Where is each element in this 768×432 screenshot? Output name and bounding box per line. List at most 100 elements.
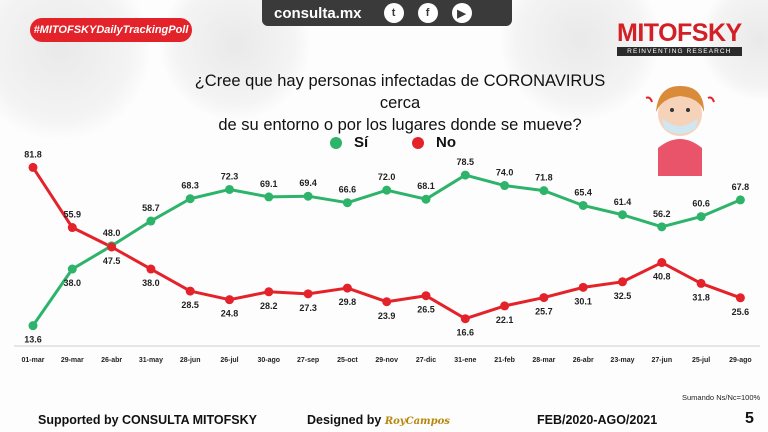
x-tick-label: 23-may: [610, 357, 634, 364]
data-label-si: 78.5: [457, 157, 475, 167]
footer-supported: Supported by CONSULTA MITOFSKY: [38, 413, 257, 427]
data-point-si: [460, 170, 470, 180]
data-point-si: [342, 198, 352, 208]
site-link[interactable]: consulta.mx: [274, 4, 362, 22]
chart-question: ¿Cree que hay personas infectadas de COR…: [180, 70, 620, 136]
data-point-no: [696, 278, 706, 288]
hashtag-badge: #MITOFSKYDailyTrackingPoll: [30, 18, 192, 42]
data-label-si: 72.0: [378, 172, 396, 182]
data-label-no: 28.2: [260, 301, 278, 311]
data-label-no: 55.9: [64, 210, 82, 220]
data-point-si: [500, 181, 510, 191]
data-label-si: 13.6: [24, 335, 42, 345]
legend-si-marker: [330, 136, 342, 149]
facebook-icon[interactable]: f: [417, 3, 438, 23]
top-bar: consulta.mx t f ▶: [262, 0, 512, 26]
data-label-si: 68.3: [181, 181, 199, 191]
designer-signature: RoyCampos: [384, 416, 450, 427]
data-label-si: 58.7: [142, 203, 160, 213]
x-tick-label: 21-feb: [494, 357, 515, 364]
data-label-no: 40.8: [653, 272, 671, 282]
data-point-no: [264, 287, 274, 297]
data-label-si: 48.0: [103, 228, 121, 238]
data-label-no: 16.6: [457, 328, 475, 338]
footer-period: FEB/2020-AGO/2021: [537, 413, 658, 427]
data-point-si: [382, 185, 392, 195]
legend-no: No: [412, 134, 456, 151]
x-tick-label: 25-jul: [692, 357, 710, 364]
data-label-no: 38.0: [142, 278, 160, 288]
data-label-no: 22.1: [496, 315, 514, 325]
data-label-no: 26.5: [417, 305, 435, 315]
data-point-si: [657, 222, 667, 232]
legend-no-marker: [412, 136, 424, 149]
data-label-si: 65.4: [574, 187, 592, 197]
data-point-no: [500, 301, 510, 311]
data-label-si: 66.6: [339, 185, 357, 195]
x-tick-label: 29-nov: [375, 357, 398, 364]
data-point-si: [303, 191, 313, 201]
data-label-no: 30.1: [574, 296, 592, 306]
x-tick-label: 30-ago: [258, 357, 281, 364]
data-label-si: 67.8: [732, 182, 750, 192]
data-label-no: 25.6: [732, 307, 750, 317]
x-tick-label: 27-dic: [416, 357, 436, 364]
data-point-no: [67, 223, 77, 233]
data-point-no: [735, 293, 745, 303]
data-point-no: [303, 289, 313, 299]
data-point-no: [460, 314, 470, 324]
x-tick-label: 25-oct: [337, 357, 358, 364]
brand-name: MITOFSKY: [617, 19, 742, 47]
data-point-si: [185, 194, 195, 204]
sick-person-illustration: [645, 86, 715, 176]
question-line-1: ¿Cree que hay personas infectadas de COR…: [194, 72, 606, 112]
data-point-si: [146, 216, 156, 226]
data-label-no: 32.5: [614, 291, 632, 301]
x-tick-label: 01-mar: [22, 357, 45, 364]
data-label-no: 47.5: [103, 256, 121, 266]
data-point-no: [421, 291, 431, 301]
data-point-si: [28, 321, 38, 331]
data-point-no: [185, 286, 195, 296]
data-point-no: [618, 277, 627, 287]
x-tick-label: 28-jun: [180, 357, 201, 364]
footer: Supported by CONSULTA MITOFSKY Designed …: [0, 410, 768, 432]
footer-designed-label: Designed by: [307, 413, 382, 427]
data-label-no: 81.8: [24, 149, 42, 159]
data-point-si: [578, 200, 588, 210]
x-tick-label: 29-ago: [729, 357, 752, 364]
data-label-no: 24.8: [221, 309, 239, 319]
data-label-no: 23.9: [378, 311, 396, 321]
data-label-si: 60.6: [692, 199, 710, 209]
data-label-no: 29.8: [339, 297, 357, 307]
data-label-si: 61.4: [614, 197, 632, 207]
data-label-si: 71.8: [535, 173, 553, 183]
youtube-icon[interactable]: ▶: [451, 3, 472, 23]
data-point-no: [342, 283, 352, 293]
x-tick-label: 26-abr: [573, 357, 594, 364]
data-point-no: [28, 162, 38, 172]
data-label-si: 68.1: [417, 181, 435, 191]
data-point-si: [264, 192, 274, 202]
footer-designed: Designed by RoyCampos: [307, 413, 450, 427]
data-point-si: [735, 195, 745, 205]
data-label-si: 56.2: [653, 209, 671, 219]
x-tick-label: 31-may: [139, 357, 163, 364]
data-label-si: 69.4: [299, 178, 317, 188]
data-label-si: 74.0: [496, 168, 514, 178]
data-point-si: [67, 264, 77, 274]
x-tick-label: 26-jul: [220, 357, 238, 364]
brand-tagline: REINVENTING RESEARCH: [617, 47, 742, 56]
data-label-si: 38.0: [64, 278, 82, 288]
data-point-no: [382, 297, 392, 307]
data-point-no: [657, 258, 667, 268]
data-label-si: 69.1: [260, 179, 278, 189]
data-point-no: [225, 295, 234, 305]
data-point-si: [225, 184, 234, 194]
data-point-si: [618, 210, 627, 220]
brand-logo: MITOFSKY REINVENTING RESEARCH: [617, 19, 742, 56]
data-point-no: [107, 242, 117, 252]
twitter-icon[interactable]: t: [383, 3, 404, 23]
